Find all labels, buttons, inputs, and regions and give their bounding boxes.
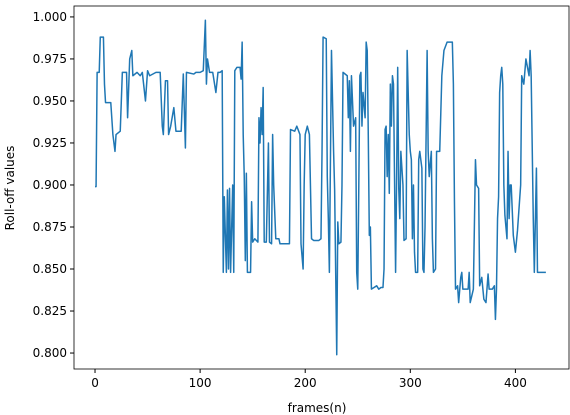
y-tick-label: 0.900	[33, 178, 67, 192]
y-tick-label: 0.825	[33, 304, 67, 318]
y-tick-label: 0.950	[33, 94, 67, 108]
x-tick-label: 100	[189, 376, 212, 390]
plot-frame	[73, 5, 570, 370]
y-tick-label: 0.850	[33, 262, 67, 276]
x-axis-label: frames(n)	[288, 401, 347, 415]
x-tick-label: 200	[294, 376, 317, 390]
y-tick-label: 0.975	[33, 52, 67, 66]
y-tick-label: 1.000	[33, 10, 67, 24]
y-tick-label: 0.925	[33, 136, 67, 150]
data-line	[95, 19, 546, 356]
y-tick-label: 0.875	[33, 220, 67, 234]
x-tick-label: 300	[399, 376, 422, 390]
y-tick-label: 0.800	[33, 346, 67, 360]
x-tick-label: 400	[504, 376, 527, 390]
y-axis-label: Roll-off values	[3, 146, 17, 231]
x-tick-label: 0	[91, 376, 99, 390]
